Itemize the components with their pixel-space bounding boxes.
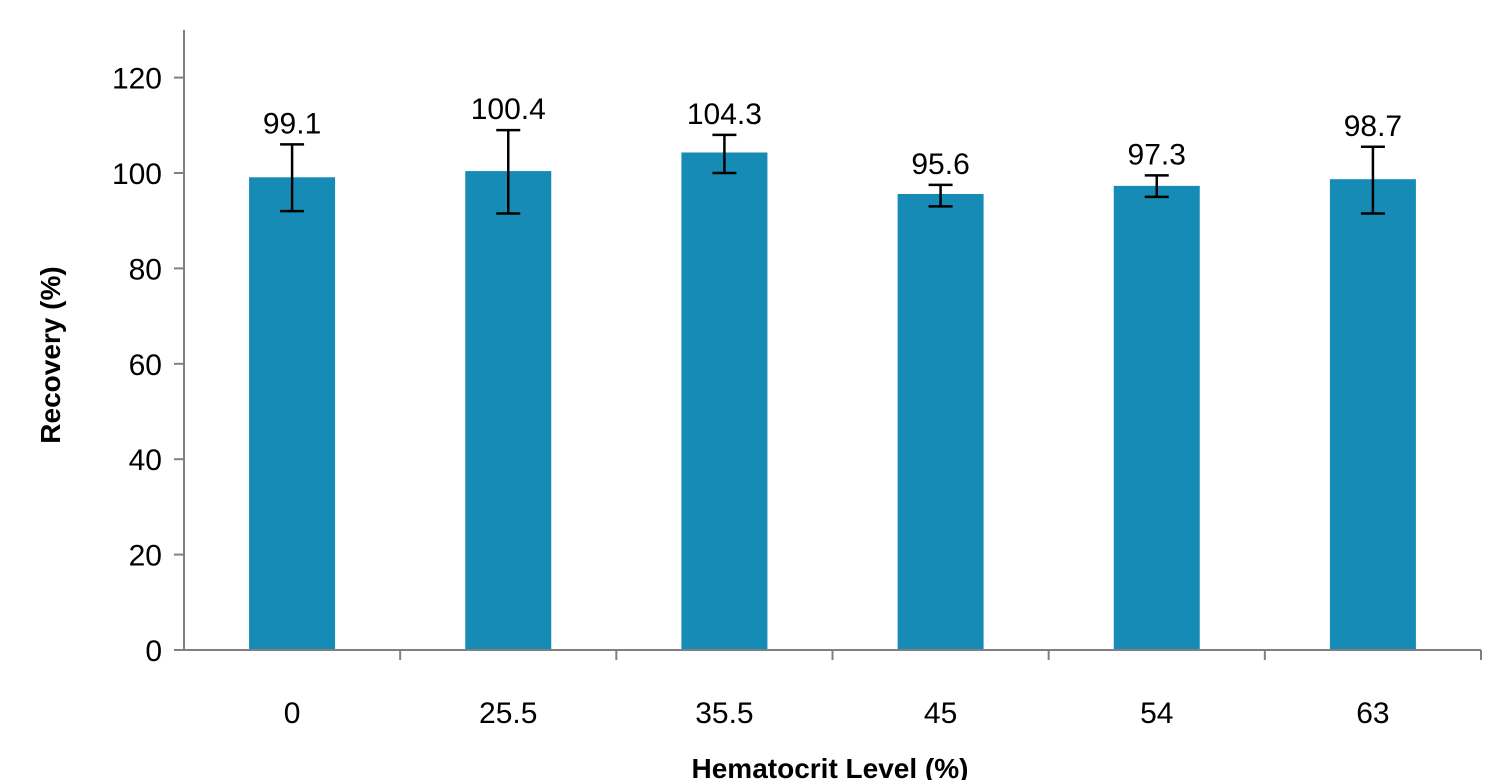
- x-tick-label-2: 35.5: [695, 697, 753, 730]
- x-tick-label-1: 25.5: [479, 697, 537, 730]
- y-tick-label-6: 120: [112, 63, 162, 96]
- x-axis-title: Hematocrit Level (%): [692, 753, 969, 780]
- bar-5: [1329, 179, 1416, 651]
- bar-2: [681, 152, 768, 650]
- y-tick-label-5: 100: [112, 158, 162, 191]
- data-label-0: 99.1: [263, 107, 321, 140]
- x-tick-label-4: 54: [1140, 697, 1173, 730]
- error-bar-2: [712, 133, 737, 175]
- data-label-2: 104.3: [687, 98, 762, 131]
- error-bar-1: [496, 128, 521, 215]
- x-tick-label-5: 63: [1356, 697, 1389, 730]
- bar-4: [1113, 185, 1200, 650]
- y-tick-label-3: 60: [129, 349, 162, 382]
- y-tick-label-1: 20: [129, 540, 162, 573]
- y-tick-label-2: 40: [129, 444, 162, 477]
- data-label-3: 95.6: [911, 148, 969, 181]
- bar-0: [249, 177, 336, 650]
- y-tick-label-4: 80: [129, 253, 162, 286]
- error-bar-5: [1360, 145, 1385, 215]
- error-bar-3: [928, 183, 953, 208]
- bars-layer: [249, 152, 1416, 651]
- data-label-5: 98.7: [1344, 110, 1402, 143]
- axes-layer: [174, 29, 1482, 660]
- error-bar-4: [1144, 174, 1169, 199]
- y-tick-label-0: 0: [145, 635, 162, 668]
- y-axis-title: Recovery (%): [35, 266, 66, 443]
- bar-3: [897, 193, 984, 650]
- data-label-4: 97.3: [1128, 138, 1186, 171]
- labels-layer: 99.1 100.4 104.3 95.6 97.3 98.7 0 20 40 60 80 100 12…: [112, 63, 1402, 730]
- bar-1: [465, 171, 552, 651]
- error-bars-layer: [280, 128, 1385, 215]
- x-tick-label-3: 45: [924, 697, 957, 730]
- error-bar-0: [280, 143, 305, 213]
- data-label-1: 100.4: [471, 93, 546, 126]
- x-tick-label-0: 0: [284, 697, 301, 730]
